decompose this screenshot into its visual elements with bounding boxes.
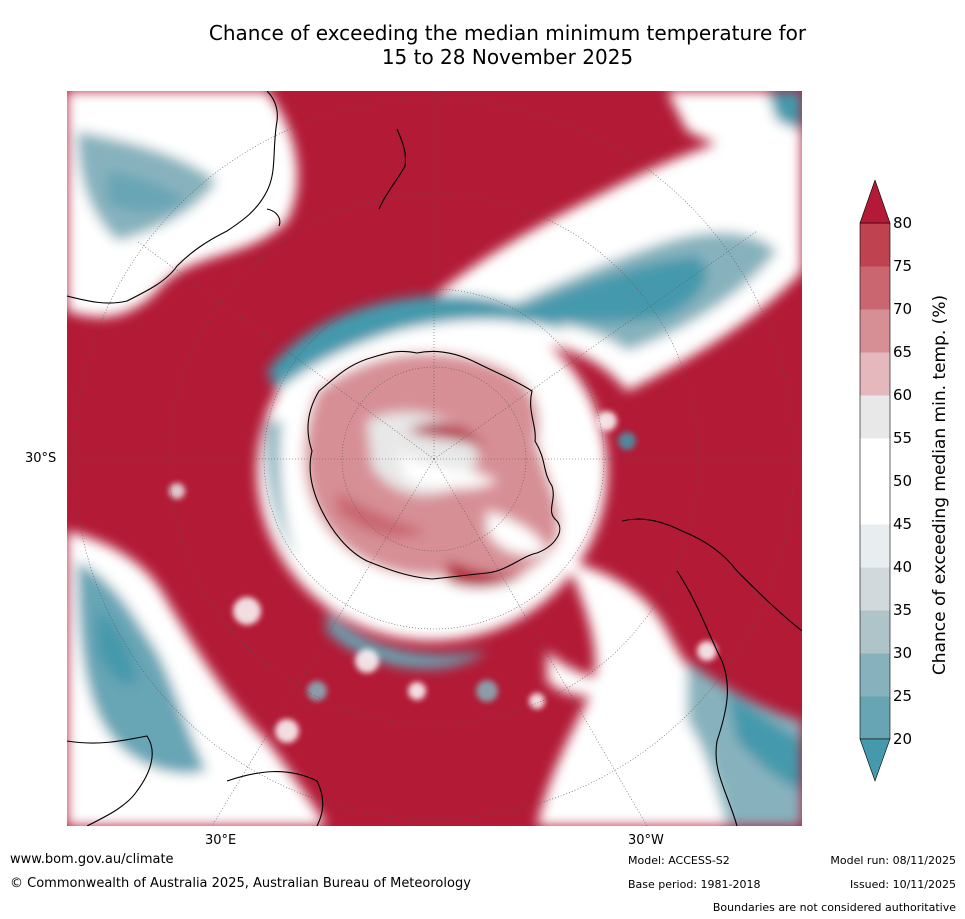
colorbar-segment [860,610,890,654]
colorbar-segment [860,395,890,439]
colorbar-tick-label: 70 [893,300,913,318]
colorbar-tick-label: 65 [893,343,913,361]
speckle-fields [169,411,717,743]
colorbar-tick-label: 30 [893,644,913,662]
colorbar [859,180,891,782]
footer-issued: Issued: 10/11/2025 [849,878,956,891]
colorbar-segment [860,653,890,697]
colorbar-tick-label: 80 [893,214,913,232]
colorbar-tick-label: 20 [893,730,913,748]
colorbar-tick-label: 35 [893,601,913,619]
footer-model-run: Model run: 08/11/2025 [830,854,956,867]
colorbar-segment [860,352,890,396]
colorbar-tick-label: 40 [893,558,913,576]
colorbar-segment [860,309,890,353]
colorbar-tick-label: 60 [893,386,913,404]
colorbar-segment [860,438,890,482]
map-title: Chance of exceeding the median minimum t… [140,21,875,69]
graticule [67,91,802,826]
footer-model: Model: ACCESS-S2 [628,854,730,867]
madagascar [226,771,324,826]
africa-coast [67,735,153,826]
footer-url[interactable]: www.bom.gov.au/climate [10,852,174,867]
colorbar-tick-label: 50 [893,472,913,490]
colorbar-top-extension [859,180,891,224]
colorbar-segment [860,696,890,740]
colorbar-label: Chance of exceeding median min. temp. (%… [930,294,950,676]
south-america-coast [621,518,802,632]
probability-map [67,91,802,826]
footer-disclaimer: Boundaries are not considered authoritat… [712,901,956,914]
lon-label-30e: 30°E [205,833,237,848]
new-zealand [378,128,406,210]
colorbar-segment [860,567,890,611]
australia-coast [67,91,278,304]
colorbar-segment [860,223,890,267]
colorbar-tick-label: 45 [893,515,913,533]
colorbar-segment [860,266,890,310]
colorbar-bottom-extension [859,738,891,782]
title-line-2: 15 to 28 November 2025 [381,45,634,69]
colorbar-segment [860,481,890,525]
antarctica-coast [307,350,561,580]
footer-base-period: Base period: 1981-2018 [628,878,761,891]
colorbar-segments [859,222,891,740]
colorbar-segment [860,524,890,568]
lat-label-30s: 30°S [25,451,57,466]
colorbar-tick-label: 75 [893,257,913,275]
anomaly-fields [67,91,802,826]
coastlines [67,91,802,826]
footer-copyright: © Commonwealth of Australia 2025, Austra… [10,876,471,891]
colorbar-tick-label: 55 [893,429,913,447]
title-line-1: Chance of exceeding the median minimum t… [208,21,807,45]
colorbar-tick-label: 25 [893,687,913,705]
map-canvas [67,91,802,826]
lon-label-30w: 30°W [628,833,664,848]
tasmania [266,208,281,227]
